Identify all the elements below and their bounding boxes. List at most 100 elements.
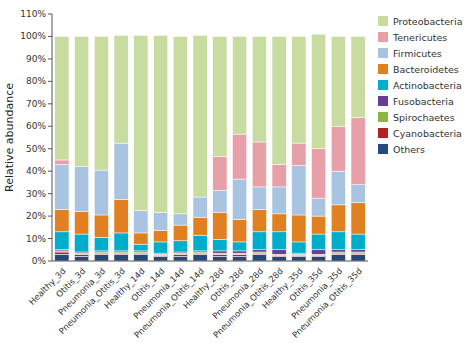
bar-segment [272,250,286,254]
bar-segment [55,36,69,160]
bar-segment [55,164,69,209]
legend: ProteobacteriaTenericutesFirmicutesBacte… [378,16,462,155]
bar-segment [193,197,207,217]
bar-segment [154,231,168,242]
bar-segment [272,164,286,186]
bar-segment [193,235,207,251]
y-tick [48,58,52,59]
bar-segment [94,254,108,261]
bar-segment [351,250,365,252]
legend-label: Bacteroidetes [393,64,459,75]
bar-segment [351,36,365,117]
chart: 0%10%20%30%40%50%60%70%80%90%100%110%Hea… [0,0,474,343]
bar-segment [75,257,89,261]
bar-segment [233,251,247,253]
legend-label: Proteobacteria [393,16,462,27]
bar-segment [272,187,286,214]
bar-segment [55,254,69,261]
y-tick-label: 30% [26,189,46,199]
y-axis-label: Relative abundance [3,83,16,192]
bar-segment [193,217,207,235]
bar-segment [154,242,168,253]
bar-segment [252,250,266,252]
legend-label: Cyanobacteria [393,128,462,139]
bar-segment [75,167,89,212]
bar-segment [173,225,187,241]
bar-segment [312,149,326,198]
bar-segment [134,244,148,251]
bar-segment [213,254,227,256]
y-tick [48,193,52,194]
bar-segment [331,205,345,232]
y-tick [48,81,52,82]
bar-segment [272,232,286,250]
bar-segment [213,36,227,156]
bar-segment [193,254,207,261]
bar-segment [55,160,69,164]
bar-segment [114,143,128,199]
bar-segment [114,199,128,233]
bar-segment [312,257,326,261]
y-axis-line [52,14,53,261]
bar-segment [173,36,187,213]
legend-swatch [378,64,388,74]
legend-label: Fusobacteria [393,96,454,107]
bar-segment [292,242,306,253]
bar-segment [55,232,69,250]
bar-segment [252,36,266,142]
bar-segment [312,34,326,149]
bar-segment [331,126,345,171]
legend-swatch [378,80,388,90]
legend-label: Tenericutes [392,32,447,43]
bar-segment [252,142,266,187]
bars [55,34,365,261]
bar-segment [94,237,108,250]
bar-segment [233,242,247,251]
bar-segment [233,219,247,241]
bar-segment [233,36,247,134]
bar-segment [272,214,286,232]
bar-segment [154,213,168,231]
y-tick [48,148,52,149]
y-tick [48,238,52,239]
bar-segment [173,254,187,256]
bar-segment [94,36,108,170]
legend-swatch [378,112,388,122]
y-tick-label: 60% [26,121,46,131]
legend-swatch [378,144,388,154]
y-tick [48,216,52,217]
y-tick-label: 40% [26,166,46,176]
bar-segment [233,254,247,256]
bar-segment [134,254,148,261]
legend-label: Spirochaetes [393,112,455,123]
bar-segment [331,232,345,250]
y-tick-label: 20% [26,211,46,221]
bar-segment [331,250,345,252]
bar-segment [213,257,227,261]
y-tick-label: 0% [32,256,47,266]
bar-segment [114,233,128,251]
bar-segment [331,36,345,126]
bar-segment [351,117,365,184]
bar-segment [75,234,89,252]
bar-segment [213,240,227,251]
y-tick-label: 100% [20,31,46,41]
bar-segment [292,166,306,215]
bar-segment [75,36,89,166]
bar-segment [351,254,365,261]
bar-segment [193,35,207,197]
legend-label: Actinobacteria [393,80,462,91]
legend-label: Others [393,144,425,155]
legend-swatch [378,96,388,106]
bar-segment [312,234,326,250]
bar-segment [134,35,148,210]
y-tick-label: 90% [26,54,46,64]
bar-segment [233,134,247,179]
bar-segment [114,254,128,261]
legend-swatch [378,48,388,58]
y-tick [48,171,52,172]
bar-segment [272,257,286,261]
bar-segment [173,241,187,252]
bar-segment [292,143,306,165]
bar-segment [292,257,306,261]
